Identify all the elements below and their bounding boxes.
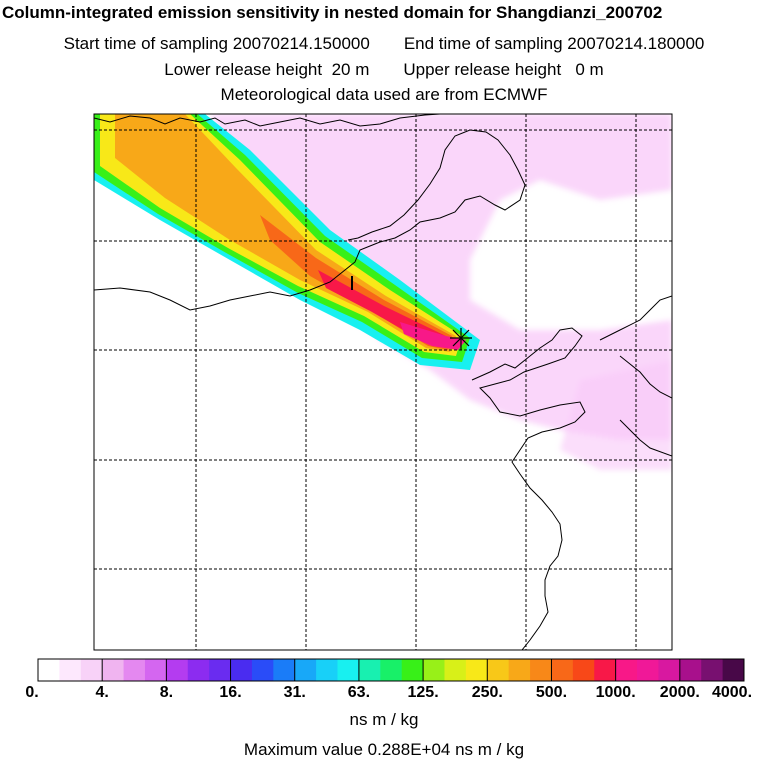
- colorbar-swatch: [508, 659, 531, 681]
- coastline-yellow-sea: [471, 327, 586, 650]
- upper-release-label: Upper release height: [403, 60, 562, 79]
- colorbar-swatch: [380, 659, 403, 681]
- colorbar-tick-label: 16.: [219, 684, 242, 701]
- maximum-value: Maximum value 0.288E+04 ns m / kg: [243, 740, 525, 759]
- colorbar-swatch: [316, 659, 339, 681]
- colorbar-units: ns m / kg: [349, 710, 419, 729]
- colorbar-tick-label: 125.: [407, 684, 439, 701]
- colorbar-swatch: [701, 659, 724, 681]
- plume-layer: [94, 114, 672, 470]
- colorbar-swatch: [38, 659, 60, 681]
- colorbar-swatch: [102, 659, 125, 681]
- colorbar-swatch: [530, 659, 552, 681]
- coastline-korea: [619, 355, 672, 399]
- upper-release-value: 0 m: [575, 60, 604, 79]
- colorbar-tick-label: 4000.: [711, 684, 753, 701]
- colorbar-tick-labels: 0. 4. 8. 16. 31. 63. 125. 250. 500. 1000. 2000. 400…: [0, 684, 768, 704]
- colorbar-swatch: [551, 659, 574, 681]
- colorbar-swatch: [187, 659, 210, 681]
- colorbar-tick-label: 250.: [471, 684, 503, 701]
- start-time-label: Start time of sampling 20070214.150000: [63, 34, 370, 53]
- colorbar-tick-label: 0.: [25, 684, 39, 701]
- colorbar-swatch: [423, 659, 445, 681]
- coastline-bohai: [94, 129, 526, 311]
- colorbar-tick-label: 1000.: [595, 684, 636, 701]
- colorbar-swatch: [166, 659, 189, 681]
- coastlines: [94, 114, 672, 650]
- lower-release-label: Lower release height: [164, 60, 323, 79]
- low-sensitivity-area: [210, 114, 672, 470]
- colorbar-swatch: [594, 659, 617, 681]
- colorbar-border: [37, 658, 745, 682]
- colorbar: [37, 658, 745, 682]
- colorbar-swatch: [679, 659, 702, 681]
- colorbar-swatch: [658, 659, 681, 681]
- colorbar-tick-label: 4.: [95, 684, 109, 701]
- border-korea: [599, 295, 672, 341]
- map-frame: [93, 113, 673, 651]
- colorbar-swatch: [615, 659, 638, 681]
- colorbar-swatch: [59, 659, 82, 681]
- map-title: Column-integrated emission sensitivity i…: [2, 3, 663, 22]
- receptor-cross-icon: [450, 328, 472, 350]
- release-heights-line: Lower release height 20 m Upper release h…: [0, 60, 768, 80]
- graticule: [94, 114, 672, 650]
- sampling-times-line: Start time of sampling 20070214.150000 En…: [0, 34, 768, 54]
- colorbar-swatch: [123, 659, 146, 681]
- colorbar-swatch: [230, 659, 253, 681]
- colorbar-swatch: [273, 659, 296, 681]
- colorbar-swatch: [294, 659, 317, 681]
- coastline-north: [94, 114, 441, 127]
- met-data-line: Meteorological data used are from ECMWF: [220, 85, 548, 104]
- end-time-label: End time of sampling 20070214.180000: [403, 34, 705, 53]
- colorbar-swatch: [487, 659, 510, 681]
- colorbar-swatch: [572, 659, 595, 681]
- colorbar-swatch: [251, 659, 274, 681]
- colorbar-swatch: [80, 659, 103, 681]
- colorbar-tick-label: 31.: [283, 684, 306, 701]
- colorbar-tick-label: 63.: [347, 684, 371, 701]
- colorbar-swatch: [637, 659, 659, 681]
- colorbar-swatch: [209, 659, 232, 681]
- colorbar-swatch: [144, 659, 167, 681]
- colorbar-swatch: [337, 659, 360, 681]
- colorbar-tick-label: 2000.: [659, 684, 700, 701]
- colorbar-swatch: [358, 659, 381, 681]
- colorbar-tick-label: 500.: [535, 684, 568, 701]
- colorbar-swatch: [444, 659, 467, 681]
- lower-release-value: 20 m: [331, 60, 370, 79]
- colorbar-swatch: [722, 659, 745, 681]
- coastline-korea-south: [619, 419, 672, 457]
- colorbar-tick-label: 8.: [159, 684, 174, 701]
- colorbar-swatch: [401, 659, 424, 681]
- colorbar-swatch: [465, 659, 488, 681]
